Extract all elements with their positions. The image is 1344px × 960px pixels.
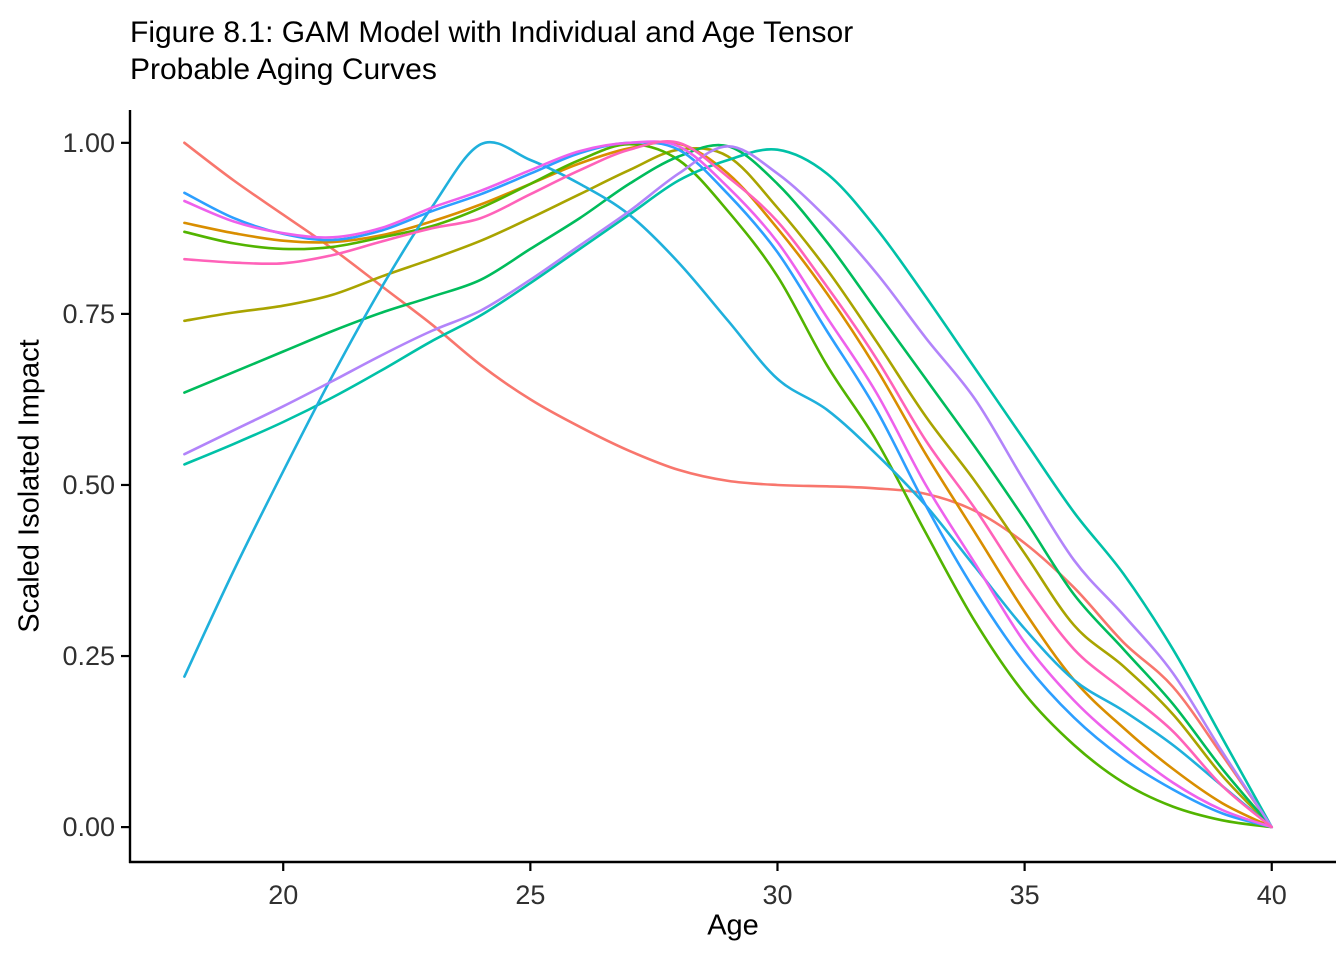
aging-curve-olive xyxy=(183,146,1273,829)
x-tick-label: 30 xyxy=(762,880,792,910)
chart-title: Figure 8.1: GAM Model with Individual an… xyxy=(130,14,853,88)
aging-curve-red xyxy=(183,141,1273,829)
aging-curve-purple xyxy=(183,145,1273,829)
aging-curve-teal xyxy=(183,147,1273,829)
aging-curve-pink xyxy=(183,140,1273,829)
aging-curve-magenta xyxy=(183,140,1273,829)
x-tick-label: 20 xyxy=(268,880,298,910)
y-tick-label: 1.00 xyxy=(62,128,115,158)
y-tick-label: 0.00 xyxy=(62,812,115,842)
x-tick-label: 25 xyxy=(515,880,545,910)
aging-curve-blue xyxy=(183,141,1273,829)
x-axis-title: Age xyxy=(707,909,759,942)
chart-title-line2: Probable Aging Curves xyxy=(130,53,437,86)
y-axis-title: Scaled Isolated Impact xyxy=(13,339,46,633)
x-tick-label: 40 xyxy=(1257,880,1287,910)
x-tick-label: 35 xyxy=(1010,880,1040,910)
y-tick-label: 0.50 xyxy=(62,470,115,500)
aging-curve-emerald xyxy=(183,143,1273,829)
aging-curve-green xyxy=(183,142,1273,829)
chart-title-line1: Figure 8.1: GAM Model with Individual an… xyxy=(130,16,854,49)
y-tick-label: 0.25 xyxy=(62,641,115,671)
aging-curve-orange xyxy=(183,140,1273,829)
y-tick-label: 0.75 xyxy=(62,299,115,329)
aging-curve-cyan xyxy=(183,141,1273,829)
